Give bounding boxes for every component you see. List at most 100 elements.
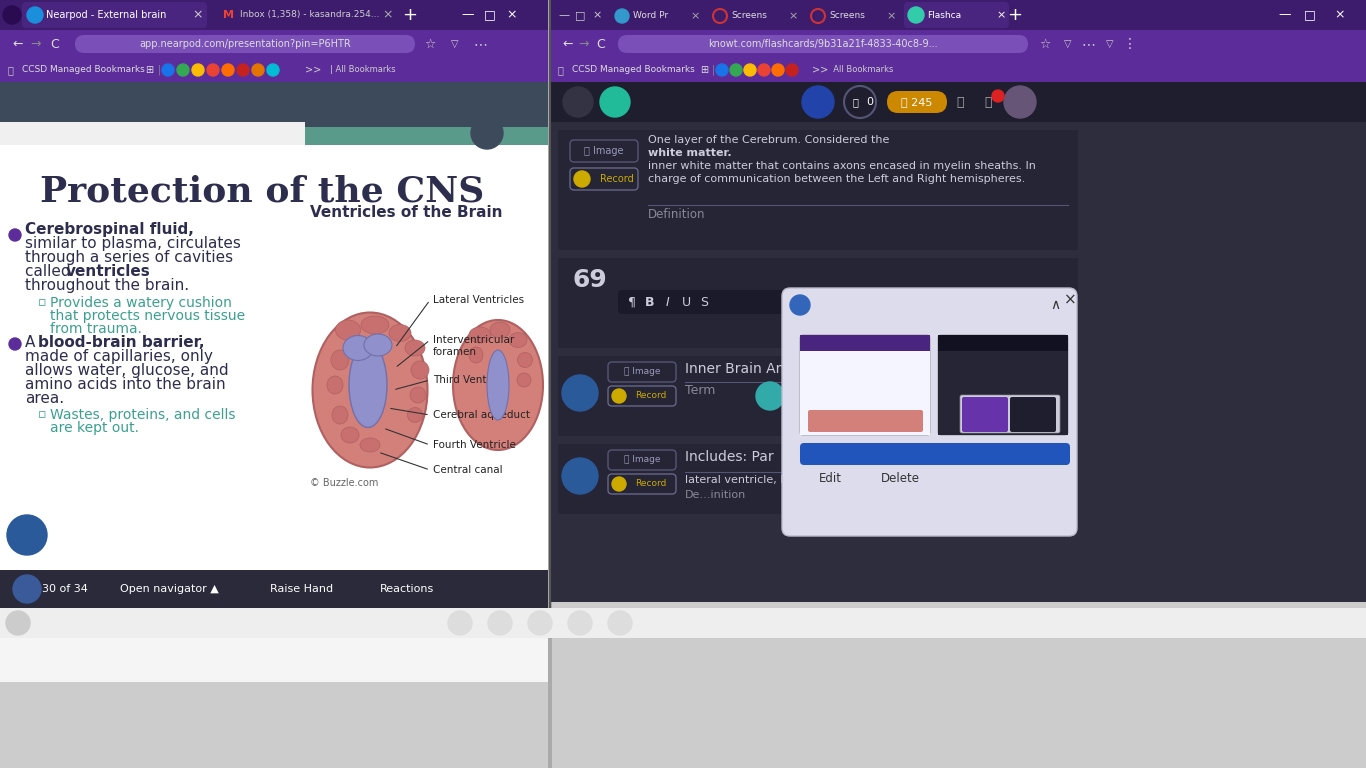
Text: ⋯: ⋯	[1081, 37, 1096, 51]
Text: ⊞: ⊞	[145, 65, 153, 75]
Ellipse shape	[469, 327, 490, 343]
Text: N: N	[31, 11, 38, 19]
Text: Fourth Ventricle: Fourth Ventricle	[433, 440, 516, 450]
Text: Considered the white matter.: Considered the white matter.	[944, 362, 1024, 367]
FancyBboxPatch shape	[708, 4, 798, 28]
FancyBboxPatch shape	[960, 395, 1060, 433]
Circle shape	[844, 86, 876, 118]
Text: 🔈: 🔈	[1236, 617, 1244, 630]
Text: charge of communication between the Left and Right hemispheres.: charge of communication between the Left…	[647, 174, 1026, 184]
Text: Search + V: Search + V	[1009, 449, 1068, 459]
FancyBboxPatch shape	[548, 0, 552, 768]
Text: M: M	[223, 10, 234, 20]
Text: ⌂: ⌂	[575, 386, 585, 400]
Text: Knowt Flashcards: Knowt Flashcards	[948, 338, 996, 343]
Ellipse shape	[490, 322, 510, 338]
Text: 💬: 💬	[537, 618, 544, 628]
Text: Raise Hand: Raise Hand	[270, 584, 333, 594]
Text: Screens: Screens	[829, 12, 865, 21]
Text: ⌂: ⌂	[22, 528, 31, 542]
FancyBboxPatch shape	[557, 258, 1078, 348]
Text: are kept out.: are kept out.	[51, 421, 139, 435]
Text: 🔋: 🔋	[1287, 617, 1294, 630]
Text: ×: ×	[788, 11, 798, 21]
Text: ⬜: ⬜	[8, 65, 14, 75]
Circle shape	[178, 64, 189, 76]
Ellipse shape	[518, 353, 533, 368]
Text: 🖼 Image: 🖼 Image	[624, 455, 660, 465]
Ellipse shape	[326, 376, 343, 394]
Text: Ventricles of the Brain: Ventricles of the Brain	[310, 205, 503, 220]
Text: Nearpod - External brain: Nearpod - External brain	[810, 338, 878, 343]
Text: ×: ×	[591, 10, 601, 20]
Text: Provides a watery cushion: Provides a watery cushion	[51, 296, 232, 310]
Text: knowt.com/flashcards/9b31a21f-4833-40c8-9...: knowt.com/flashcards/9b31a21f-4833-40c8-…	[708, 39, 938, 49]
Circle shape	[251, 64, 264, 76]
Text: membranes of connective tissue.: membranes of connective tissue.	[806, 384, 897, 389]
Text: ☻: ☻	[608, 95, 623, 109]
Circle shape	[10, 229, 20, 241]
Text: Includes: Par: Includes: Par	[684, 450, 773, 464]
Circle shape	[790, 295, 810, 315]
Text: Mar 12: Mar 12	[1296, 618, 1333, 628]
Ellipse shape	[313, 313, 428, 468]
Text: |: |	[712, 65, 716, 75]
Ellipse shape	[454, 320, 544, 450]
Ellipse shape	[331, 350, 348, 370]
FancyBboxPatch shape	[800, 351, 930, 435]
Text: ×: ×	[690, 11, 699, 21]
Text: • Below the bone are the meninges,: • Below the bone are the meninges,	[806, 377, 902, 382]
Circle shape	[3, 6, 20, 24]
Ellipse shape	[488, 350, 510, 420]
Text: 🔥: 🔥	[852, 97, 858, 107]
Ellipse shape	[361, 438, 380, 452]
Circle shape	[729, 64, 742, 76]
FancyBboxPatch shape	[214, 4, 395, 28]
Text: ×: ×	[382, 8, 393, 22]
Ellipse shape	[404, 340, 425, 356]
FancyBboxPatch shape	[0, 127, 550, 145]
Text: 🌐: 🌐	[456, 618, 463, 628]
Text: inner white matter that contains axons encased in myelin sheaths. In: inner white matter that contains axons e…	[647, 161, 1035, 171]
Text: ⊞: ⊞	[699, 65, 708, 75]
Text: ×: ×	[193, 8, 204, 22]
Text: 10:17 US: 10:17 US	[1321, 618, 1366, 628]
Text: Screens: Screens	[731, 12, 766, 21]
Text: through a series of cavities: through a series of cavities	[25, 250, 234, 265]
Text: 🌐: 🌐	[1261, 617, 1269, 630]
Text: ▽: ▽	[451, 39, 459, 49]
Text: area.: area.	[25, 391, 64, 406]
Ellipse shape	[363, 334, 392, 356]
Text: Definition: Definition	[647, 208, 705, 221]
Circle shape	[471, 117, 503, 149]
Text: Word Pr: Word Pr	[632, 12, 668, 21]
FancyBboxPatch shape	[22, 2, 208, 28]
FancyBboxPatch shape	[557, 356, 1078, 436]
Text: ventricles: ventricles	[66, 264, 150, 279]
Text: similar to plasma, circulates: similar to plasma, circulates	[25, 236, 240, 251]
Circle shape	[236, 64, 249, 76]
Text: Third Ventricle: Third Ventricle	[433, 375, 510, 385]
Circle shape	[448, 611, 473, 635]
Text: ←: ←	[12, 38, 22, 51]
Text: • Dura mater is the outermost thickest layer.: • Dura mater is the outermost thickest l…	[806, 391, 917, 396]
Circle shape	[208, 64, 219, 76]
Text: Record: Record	[600, 174, 634, 184]
FancyBboxPatch shape	[0, 122, 305, 145]
Text: Open navigator ▲: Open navigator ▲	[120, 584, 219, 594]
FancyBboxPatch shape	[0, 570, 550, 608]
Circle shape	[568, 611, 591, 635]
Text: 🪙 245: 🪙 245	[902, 97, 933, 107]
Text: Delete: Delete	[881, 472, 919, 485]
Circle shape	[908, 7, 923, 23]
FancyBboxPatch shape	[887, 91, 947, 113]
Text: ⬜: ⬜	[557, 65, 564, 75]
FancyBboxPatch shape	[0, 58, 550, 82]
Ellipse shape	[389, 325, 411, 342]
FancyBboxPatch shape	[809, 410, 923, 432]
Circle shape	[488, 611, 512, 635]
Circle shape	[992, 90, 1004, 102]
Circle shape	[163, 64, 173, 76]
Circle shape	[561, 458, 598, 494]
FancyBboxPatch shape	[617, 35, 1029, 53]
